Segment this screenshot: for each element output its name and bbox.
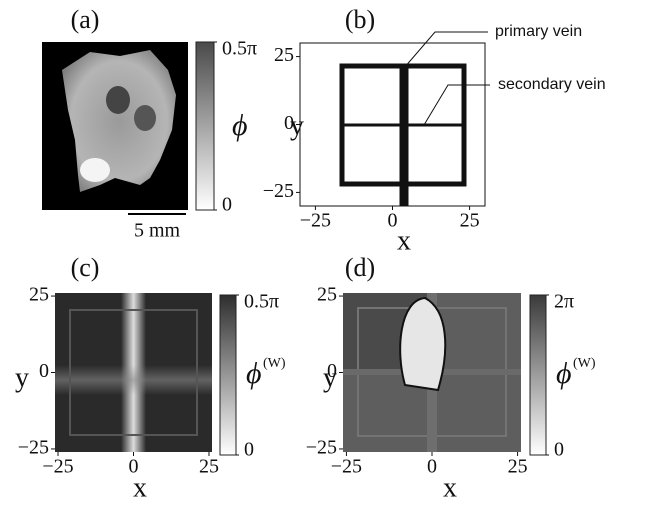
colorbar-tick-label: 0 (554, 439, 564, 461)
heatmap-c (55, 293, 212, 452)
x-axis-label: x (397, 225, 411, 256)
panel-label: (d) (345, 253, 375, 282)
y-tick-label: −25 (306, 437, 337, 459)
heatmap-d (343, 293, 521, 452)
x-tick-label: 25 (508, 456, 528, 478)
colorbar (220, 295, 236, 455)
y-axis-label: y (323, 362, 337, 393)
y-tick-label: 25 (29, 284, 49, 306)
y-tick-label: 25 (274, 44, 294, 66)
annotation: secondary vein (498, 76, 606, 93)
x-tick-label: 25 (460, 210, 480, 232)
x-axis-label: x (133, 472, 147, 503)
y-axis-label: y (290, 110, 304, 141)
x-tick-label: 25 (199, 456, 219, 478)
colorbar-tick-label: 0 (222, 194, 232, 216)
colorbar-tick-label: 2π (554, 291, 574, 313)
y-tick-label: 0 (39, 360, 49, 382)
colorbar-tick-label: 0 (244, 439, 254, 461)
colorbar (530, 295, 546, 455)
vein-diagram (300, 32, 490, 206)
colorbar-superscript: (W) (263, 356, 286, 371)
y-tick-label: −25 (18, 437, 49, 459)
figure: (a) 5 mm 0.5π 0 ϕ (b) −25 0 25 −25 0 25 x y primary ve… (0, 0, 649, 506)
y-axis-label: y (15, 362, 29, 393)
x-axis-label: x (443, 472, 457, 503)
colorbar-tick-label: 0.5π (244, 291, 279, 313)
colorbar-symbol: ϕ (246, 357, 262, 390)
x-tick-label: −25 (42, 456, 73, 478)
panel-label: (a) (71, 5, 100, 34)
annotation: primary vein (495, 23, 582, 40)
colorbar-superscript: (W) (573, 356, 596, 371)
x-tick-label: 0 (427, 456, 437, 478)
x-tick-label: 0 (388, 210, 398, 232)
x-tick-label: −25 (331, 456, 362, 478)
x-tick-label: −25 (300, 210, 331, 232)
scale-bar-label: 5 mm (134, 220, 181, 242)
colorbar-symbol: ϕ (556, 357, 572, 390)
colorbar-tick-label: 0.5π (222, 38, 257, 60)
colorbar (196, 42, 214, 210)
y-tick-label: −25 (263, 180, 294, 202)
leaf-image (42, 42, 188, 210)
y-tick-label: 25 (317, 284, 337, 306)
panel-label: (c) (71, 253, 100, 282)
panel-label: (b) (345, 5, 375, 34)
colorbar-symbol: ϕ (232, 109, 248, 142)
